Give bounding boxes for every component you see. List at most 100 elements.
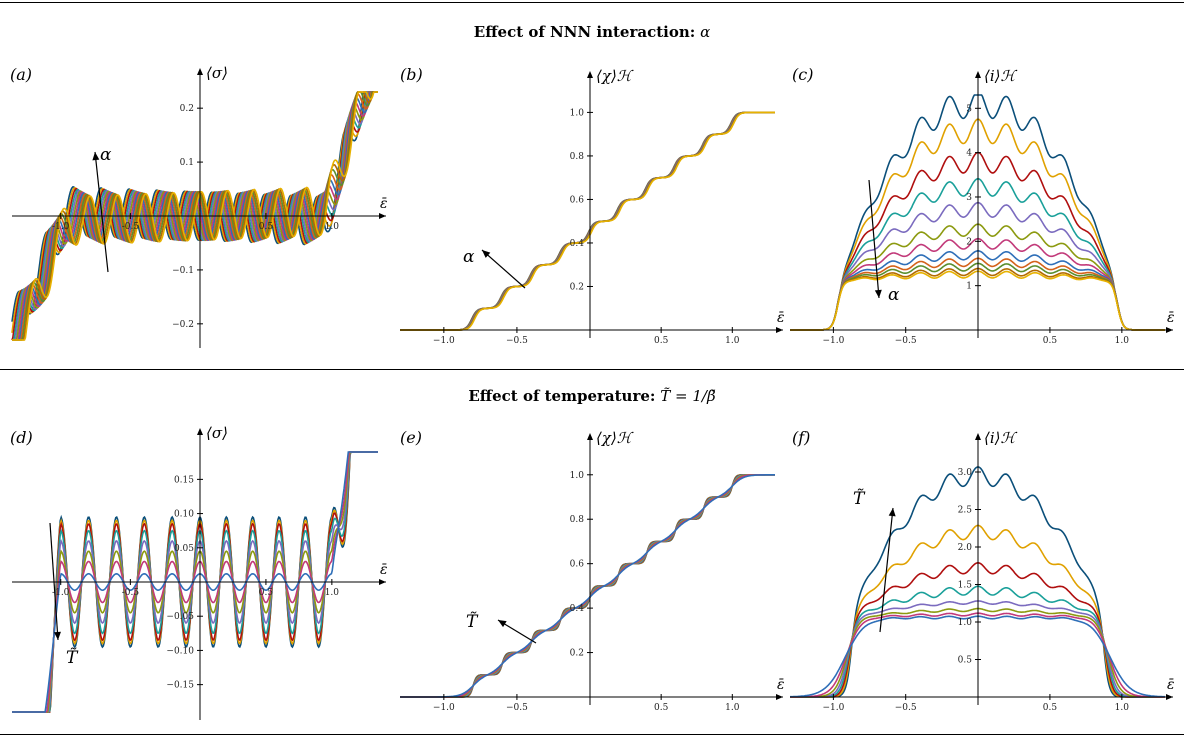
x-axis-arrow — [776, 694, 783, 700]
x-axis-label: ε̄ — [777, 677, 785, 693]
x-tick-label: -0.5 — [122, 588, 140, 598]
y-tick-label: 0.8 — [570, 152, 585, 162]
y-tick-label: −0.2 — [172, 320, 194, 330]
section-title-alpha: Effect of NNN interaction: α — [0, 23, 1184, 41]
x-tick-label: 0.5 — [1043, 703, 1058, 713]
panel-label: (a) — [10, 65, 32, 84]
x-tick-label: −0.5 — [895, 336, 917, 346]
x-axis-label: ε̄ — [380, 562, 388, 578]
trend-arrow-head — [92, 152, 100, 161]
y-tick-label: −0.1 — [172, 266, 194, 276]
trend-arrow — [49, 522, 59, 641]
y-tick-label: 1.0 — [570, 471, 585, 481]
x-tick-label: −1.0 — [433, 703, 455, 713]
x-tick-label: 0.5 — [1043, 336, 1058, 346]
trend-arrow — [879, 507, 894, 633]
panel-label: (b) — [400, 65, 423, 84]
trend-arrow-label: α — [100, 145, 112, 165]
trend-arrow-label: T̃ — [853, 489, 866, 509]
trend-arrow — [481, 249, 526, 289]
trend-arrow-label: T̃ — [66, 648, 79, 668]
trend-arrow-head — [53, 631, 61, 640]
y-axis-label: ⟨i⟩ℋ — [984, 429, 1018, 447]
y-tick-label: 1.0 — [570, 108, 585, 118]
section-title-temperature: Effect of temperature: T̃ = 1/β̃ — [0, 387, 1184, 405]
y-tick-label: 2 — [966, 237, 972, 247]
series-line-7 — [400, 474, 775, 698]
y-tick-label: 1.5 — [958, 581, 973, 591]
chart-panel-4: -1.0 -0.5 0.5 1.0 −0.15 −0.10 −0.05 0.05 0.10 0.1… — [10, 424, 388, 720]
y-axis-arrow — [587, 71, 593, 78]
y-tick-label: 0.2 — [180, 104, 194, 114]
y-axis-label: ⟨σ⟩ — [206, 64, 228, 82]
series-line-4 — [400, 111, 775, 331]
y-tick-label: 0.15 — [174, 475, 194, 485]
bottom-rule — [0, 734, 1184, 735]
trend-arrow-label: α — [463, 247, 475, 267]
x-tick-label: −1.0 — [822, 336, 844, 346]
x-axis-arrow — [1166, 694, 1173, 700]
series-line-9 — [400, 111, 775, 331]
trend-arrow — [868, 179, 880, 299]
y-tick-label: 1.0 — [958, 618, 973, 628]
series-line-8 — [400, 474, 775, 698]
panel-label: (f) — [792, 428, 810, 447]
x-axis-arrow — [1166, 327, 1173, 333]
series-line-12 — [400, 111, 775, 331]
y-tick-label: 4 — [966, 149, 972, 159]
section-title-temperature-text: Effect of temperature: — [468, 387, 656, 405]
y-tick-label: −0.05 — [166, 612, 194, 622]
x-axis-label: ε̄ — [1167, 677, 1175, 693]
x-axis-label: ε̄ — [777, 310, 785, 326]
x-axis-arrow — [379, 579, 386, 585]
x-tick-label: −1.0 — [433, 336, 455, 346]
trend-arrow — [94, 151, 109, 273]
series-line-3 — [400, 474, 775, 698]
chart-panel-1: -1.0 -0.5 0.5 1.0 −0.2 −0.1 0.1 0.2 ⟨σ⟩ ε̄ (a) α — [10, 64, 388, 348]
x-tick-label: 1.0 — [325, 222, 340, 232]
y-tick-label: 0.2 — [570, 649, 584, 659]
y-axis-arrow — [587, 433, 593, 440]
top-rule — [0, 2, 1184, 3]
y-tick-label: 0.2 — [570, 282, 584, 292]
section-title-temperature-math: T̃ = 1/β̃ — [660, 387, 716, 405]
series-line-3 — [400, 111, 775, 331]
trend-arrow-head — [482, 250, 491, 258]
x-tick-label: 1.0 — [725, 336, 740, 346]
y-axis-arrow — [197, 68, 203, 75]
x-axis-arrow — [776, 327, 783, 333]
series-line-1 — [400, 474, 775, 698]
x-tick-label: −0.5 — [506, 703, 528, 713]
section-title-alpha-math: α — [700, 23, 711, 41]
series-line-5 — [400, 474, 775, 698]
y-axis-label: ⟨i⟩ℋ — [984, 67, 1018, 85]
series-line-8 — [400, 111, 775, 331]
series-line-2 — [400, 111, 775, 331]
panel-label: (c) — [792, 65, 813, 84]
y-tick-label: 0.10 — [174, 510, 194, 520]
y-axis-arrow — [975, 433, 981, 440]
x-tick-label: 0.5 — [259, 588, 274, 598]
y-tick-label: 1 — [966, 282, 972, 292]
x-axis-arrow — [379, 213, 386, 219]
chart-panel-6: −1.0 −0.5 0.5 1.0 0.5 1.0 1.5 2.0 2.5 3.0 ⟨i⟩ℋ ε̄ (f… — [790, 428, 1175, 713]
y-tick-label: 5 — [966, 104, 972, 114]
y-tick-label: 3 — [966, 193, 972, 203]
x-tick-label: 1.0 — [325, 588, 340, 598]
trend-arrow-head — [888, 508, 896, 517]
panel-label: (e) — [400, 428, 422, 447]
y-tick-label: −0.10 — [166, 646, 194, 656]
x-tick-label: 1.0 — [1115, 703, 1130, 713]
x-tick-label: -1.0 — [52, 222, 70, 232]
series-line-5 — [400, 111, 775, 331]
series-line-7 — [400, 111, 775, 331]
panel-label: (d) — [10, 428, 33, 447]
y-tick-label: 2.5 — [958, 506, 973, 516]
y-tick-label: 0.6 — [570, 195, 585, 205]
y-tick-label: 0.4 — [570, 604, 585, 614]
y-tick-label: 0.8 — [570, 515, 585, 525]
x-tick-label: −0.5 — [506, 336, 528, 346]
y-tick-label: 0.6 — [570, 560, 585, 570]
y-tick-label: 3.0 — [958, 468, 973, 478]
